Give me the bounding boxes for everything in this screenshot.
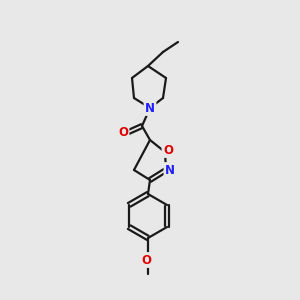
Text: N: N xyxy=(145,101,155,115)
Text: N: N xyxy=(165,164,175,176)
Text: O: O xyxy=(163,143,173,157)
Text: O: O xyxy=(118,127,128,140)
Text: O: O xyxy=(141,254,151,266)
